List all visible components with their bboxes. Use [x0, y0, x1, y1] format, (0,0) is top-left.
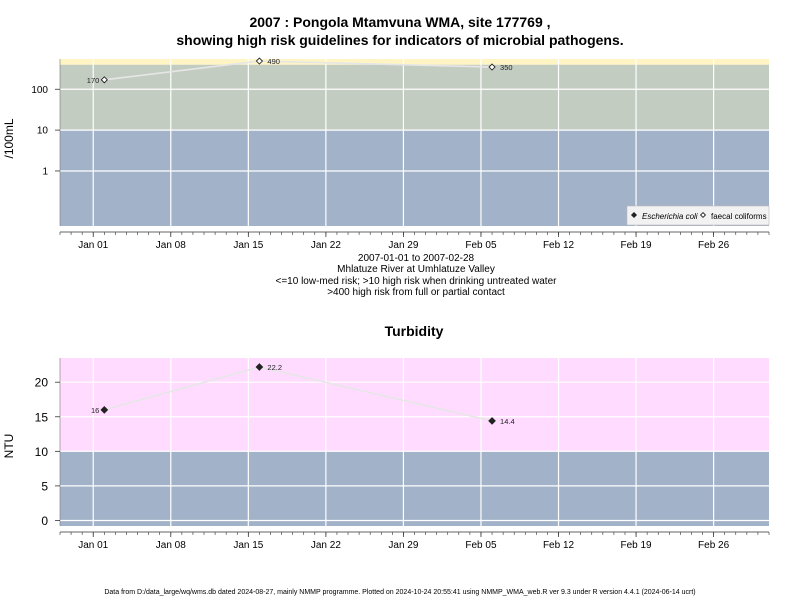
chart1-x-tick-label-5: Jan 29	[388, 240, 418, 251]
chart1-y-tick-label-3: 100	[31, 85, 48, 96]
legend-marker-faecal-coliforms	[699, 211, 707, 219]
chart2-y-tick-label-4: 15	[35, 410, 49, 424]
chart1-x-tick-label-9: Feb 26	[698, 240, 730, 251]
site-name-text: Mhlatuze River at Umhlatuze Valley	[337, 264, 495, 275]
chart1-data-point-1	[100, 76, 108, 84]
chart1-x-tick-label-2: Jan 08	[156, 240, 186, 251]
chart1-risk-band-3	[60, 59, 769, 65]
chart1-y-tick-label-1: 1	[42, 166, 48, 177]
chart1-x-tick-label-7: Feb 12	[543, 240, 575, 251]
chart1-y-axis-label: /100mL	[2, 118, 16, 158]
chart1-x-tick-label-3: Jan 15	[233, 240, 263, 251]
chart2-y-tick-label-3: 10	[35, 445, 49, 459]
chart1-x-tick-label-6: Feb 05	[465, 240, 497, 251]
chart2-x-tick-label-6: Feb 05	[465, 540, 497, 551]
legend-label-faecal-coliforms: faecal coliforms	[711, 212, 767, 221]
chart2-data-label-2: 22.2	[267, 363, 282, 372]
date-range-text: 2007-01-01 to 2007-02-28	[357, 253, 475, 264]
chart1-x-tick-label-8: Feb 19	[620, 240, 652, 251]
chart-title-line-2: showing high risk guidelines for indicat…	[176, 32, 624, 48]
chart2-x-tick-label-4: Jan 22	[311, 540, 341, 551]
chart2-x-tick-label-5: Jan 29	[388, 540, 418, 551]
chart2-data-label-1: 16	[91, 406, 99, 415]
chart1-data-label-1: 170	[87, 76, 100, 85]
chart2-risk-band-2	[60, 358, 769, 452]
chart2-x-tick-label-3: Jan 15	[233, 540, 263, 551]
chart2-data-point-3	[488, 417, 496, 425]
chart2-x-tick-label-2: Jan 08	[156, 540, 186, 551]
legend-marker-ecoli	[630, 211, 638, 219]
chart2-y-axis-label: NTU	[2, 434, 16, 459]
chart1-data-label-3: 350	[500, 63, 513, 72]
chart2-x-tick-label-9: Feb 26	[698, 540, 730, 551]
chart2-y-tick-label-5: 20	[35, 376, 49, 390]
turbidity-chart-title: Turbidity	[384, 323, 444, 339]
chart1-x-tick-label-4: Jan 22	[311, 240, 341, 251]
chart2-data-point-2	[255, 363, 264, 371]
chart2-data-point-1	[100, 406, 109, 414]
footer-source-note: Data from D:/data_large/wq/wms.db dated …	[104, 589, 696, 596]
legend-label-ecoli: Escherichia coli	[642, 212, 698, 221]
chart1-y-tick-label-2: 10	[37, 126, 49, 137]
chart-legend-box	[626, 205, 770, 226]
chart1-data-point-2	[255, 57, 264, 65]
chart2-x-tick-label-7: Feb 12	[543, 540, 575, 551]
chart2-y-tick-label-1: 0	[41, 514, 48, 528]
chart2-data-label-3: 14.4	[500, 417, 515, 426]
chart1-data-point-3	[488, 63, 496, 71]
chart1-x-tick-label-1: Jan 01	[78, 240, 108, 251]
chart1-risk-band-2	[60, 64, 769, 131]
chart2-x-tick-label-1: Jan 01	[78, 540, 108, 551]
chart2-y-tick-label-2: 5	[41, 479, 48, 493]
guideline-drinking-text: <=10 low-med risk; >10 high risk when dr…	[275, 276, 557, 287]
chart1-data-label-2: 490	[267, 57, 280, 66]
chart2-risk-band-1	[60, 451, 769, 526]
guideline-contact-text: >400 high risk from full or partial cont…	[327, 287, 505, 298]
chart-title-line-1: 2007 : Pongola Mtamvuna WMA, site 177769…	[249, 14, 551, 30]
chart2-x-tick-label-8: Feb 19	[620, 540, 652, 551]
